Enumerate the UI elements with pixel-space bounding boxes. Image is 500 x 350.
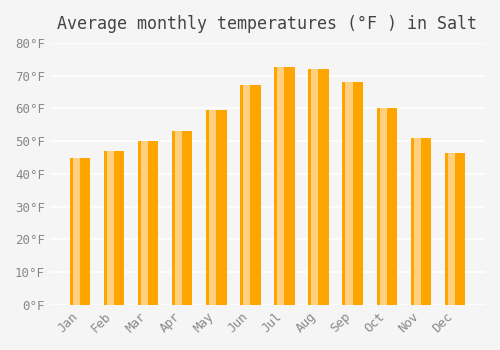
- Bar: [308, 69, 329, 305]
- Bar: [209, 110, 216, 305]
- Bar: [277, 68, 284, 305]
- Bar: [410, 138, 431, 305]
- Title: Average monthly temperatures (°F ) in Salt: Average monthly temperatures (°F ) in Sa…: [58, 15, 478, 33]
- Bar: [414, 138, 421, 305]
- Bar: [240, 85, 260, 305]
- Bar: [243, 85, 250, 305]
- Bar: [312, 69, 318, 305]
- Bar: [138, 141, 158, 305]
- Bar: [72, 158, 80, 305]
- Bar: [70, 158, 90, 305]
- Bar: [274, 68, 294, 305]
- Bar: [346, 82, 352, 305]
- Bar: [342, 82, 363, 305]
- Bar: [376, 108, 397, 305]
- Bar: [380, 108, 386, 305]
- Bar: [106, 151, 114, 305]
- Bar: [206, 110, 227, 305]
- Bar: [445, 153, 465, 305]
- Bar: [448, 153, 455, 305]
- Bar: [104, 151, 124, 305]
- Bar: [141, 141, 148, 305]
- Bar: [172, 131, 193, 305]
- Bar: [175, 131, 182, 305]
